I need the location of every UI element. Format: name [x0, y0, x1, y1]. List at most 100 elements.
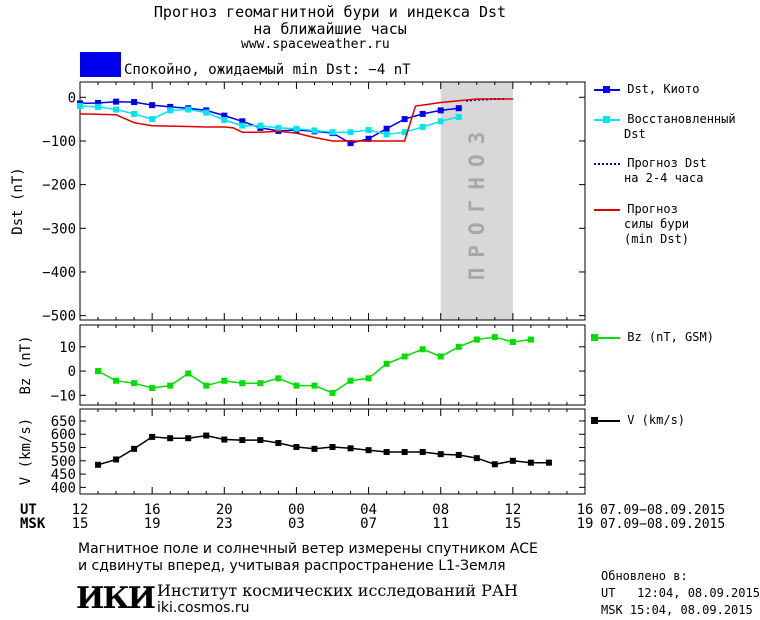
data-point	[275, 440, 282, 446]
data-point	[167, 435, 174, 442]
data-point	[149, 433, 156, 440]
data-point	[419, 110, 426, 117]
data-point	[113, 98, 120, 105]
bz-panel: 10 0 −10 Bz (nT)	[18, 324, 586, 406]
msk-tick-label: 19	[577, 516, 594, 532]
data-point	[437, 107, 444, 114]
data-point	[473, 336, 480, 343]
data-point	[149, 102, 156, 109]
data-point	[455, 105, 462, 112]
forecast-band-label: ПРОГНОЗ	[465, 122, 489, 281]
data-point	[311, 382, 318, 389]
series-line	[79, 105, 459, 136]
y-tick-label: 450	[51, 467, 76, 483]
msk-label: MSK	[20, 516, 46, 532]
data-point	[455, 451, 462, 458]
data-point	[221, 436, 228, 443]
data-point	[437, 353, 444, 360]
y-tick-label: 0	[68, 364, 76, 380]
y-tick-label: 650	[51, 414, 76, 430]
data-point	[491, 334, 498, 341]
ut-tick-label: 12	[72, 502, 89, 518]
legend-dst-kyoto-swatch	[594, 85, 620, 93]
data-point	[329, 389, 336, 396]
msk-tick-label: 15	[72, 516, 89, 532]
ut-tick-label: 20	[216, 502, 233, 518]
msk-tick-label: 03	[288, 516, 305, 532]
data-point	[419, 123, 426, 130]
data-point	[455, 113, 462, 120]
ut-tick-label: 12	[504, 502, 521, 518]
data-point	[95, 99, 102, 106]
data-point	[131, 99, 138, 106]
ut-tick-label: 16	[577, 502, 594, 518]
legend-v-marker	[591, 416, 598, 424]
data-point	[527, 459, 534, 466]
status-color-box	[80, 52, 121, 77]
data-point	[329, 443, 336, 450]
data-point	[221, 377, 228, 384]
ut-tick-label: 04	[360, 502, 377, 518]
data-point	[509, 338, 516, 345]
data-point	[383, 449, 390, 456]
chart-title-line1: Прогноз геомагнитной бури и индекса Dst	[153, 3, 507, 21]
data-point	[131, 380, 138, 387]
legend-storm-forecast-label-2: силы бури	[624, 217, 690, 231]
legend-dst-forecast: Прогноз Dst на 2-4 часа	[594, 156, 759, 186]
data-point	[401, 129, 408, 136]
msk-tick-label: 23	[216, 516, 233, 532]
data-point	[527, 336, 534, 343]
data-point	[203, 382, 210, 389]
data-point	[293, 443, 300, 450]
msk-date-range: 07.09−08.09.2015	[600, 517, 725, 532]
data-point	[347, 129, 354, 136]
y-axis-label: Bz (nT)	[18, 335, 34, 394]
data-point	[203, 109, 210, 116]
legend-dst-forecast-label-1: Прогноз Dst	[627, 156, 707, 170]
y-tick-label: 500	[51, 454, 76, 470]
data-point	[113, 456, 120, 463]
legend-v: V (km/s)	[591, 413, 759, 428]
data-point	[113, 377, 120, 384]
data-point	[383, 360, 390, 367]
data-point	[365, 135, 372, 142]
data-point	[347, 140, 354, 147]
data-point	[311, 445, 318, 452]
data-point	[185, 106, 192, 113]
iki-logo[interactable]: ИКИ	[76, 581, 156, 616]
y-tick-label: 600	[51, 427, 76, 443]
y-tick-label: −500	[42, 309, 76, 325]
msk-tick-label: 19	[144, 516, 161, 532]
series-line	[97, 434, 549, 466]
series-line	[79, 100, 459, 144]
y-axis-label: Dst (nT)	[10, 167, 26, 234]
measurement-note-line2: и сдвинуты вперед, учитывая распростране…	[78, 558, 506, 574]
data-point	[239, 122, 246, 129]
ut-label: UT	[20, 502, 37, 518]
dst-panel: ПРОГНОЗ 0 −100 −200 −300 −400 −500 Dst (nT)	[10, 81, 586, 325]
data-point	[365, 447, 372, 454]
data-point	[293, 125, 300, 132]
site-url[interactable]: www.spaceweather.ru	[241, 37, 390, 52]
institute-site[interactable]: iki.cosmos.ru	[157, 600, 250, 616]
data-point	[365, 375, 372, 382]
data-point	[365, 127, 372, 134]
y-tick-label: −400	[42, 265, 76, 281]
data-point	[275, 375, 282, 382]
data-point	[329, 129, 336, 136]
data-point	[203, 432, 210, 439]
legend-storm-forecast: Прогноз силы бури (min Dst)	[594, 202, 759, 247]
y-tick-label: 10	[59, 340, 76, 356]
data-point	[347, 377, 354, 384]
data-point	[257, 122, 264, 129]
data-point	[419, 346, 426, 353]
data-point	[185, 370, 192, 377]
legend-dst-kyoto-label: Dst, Киото	[627, 82, 700, 96]
data-point	[401, 449, 408, 456]
data-point	[77, 103, 83, 110]
data-point	[257, 380, 264, 387]
msk-tick-label: 15	[504, 516, 521, 532]
data-point	[419, 449, 426, 456]
